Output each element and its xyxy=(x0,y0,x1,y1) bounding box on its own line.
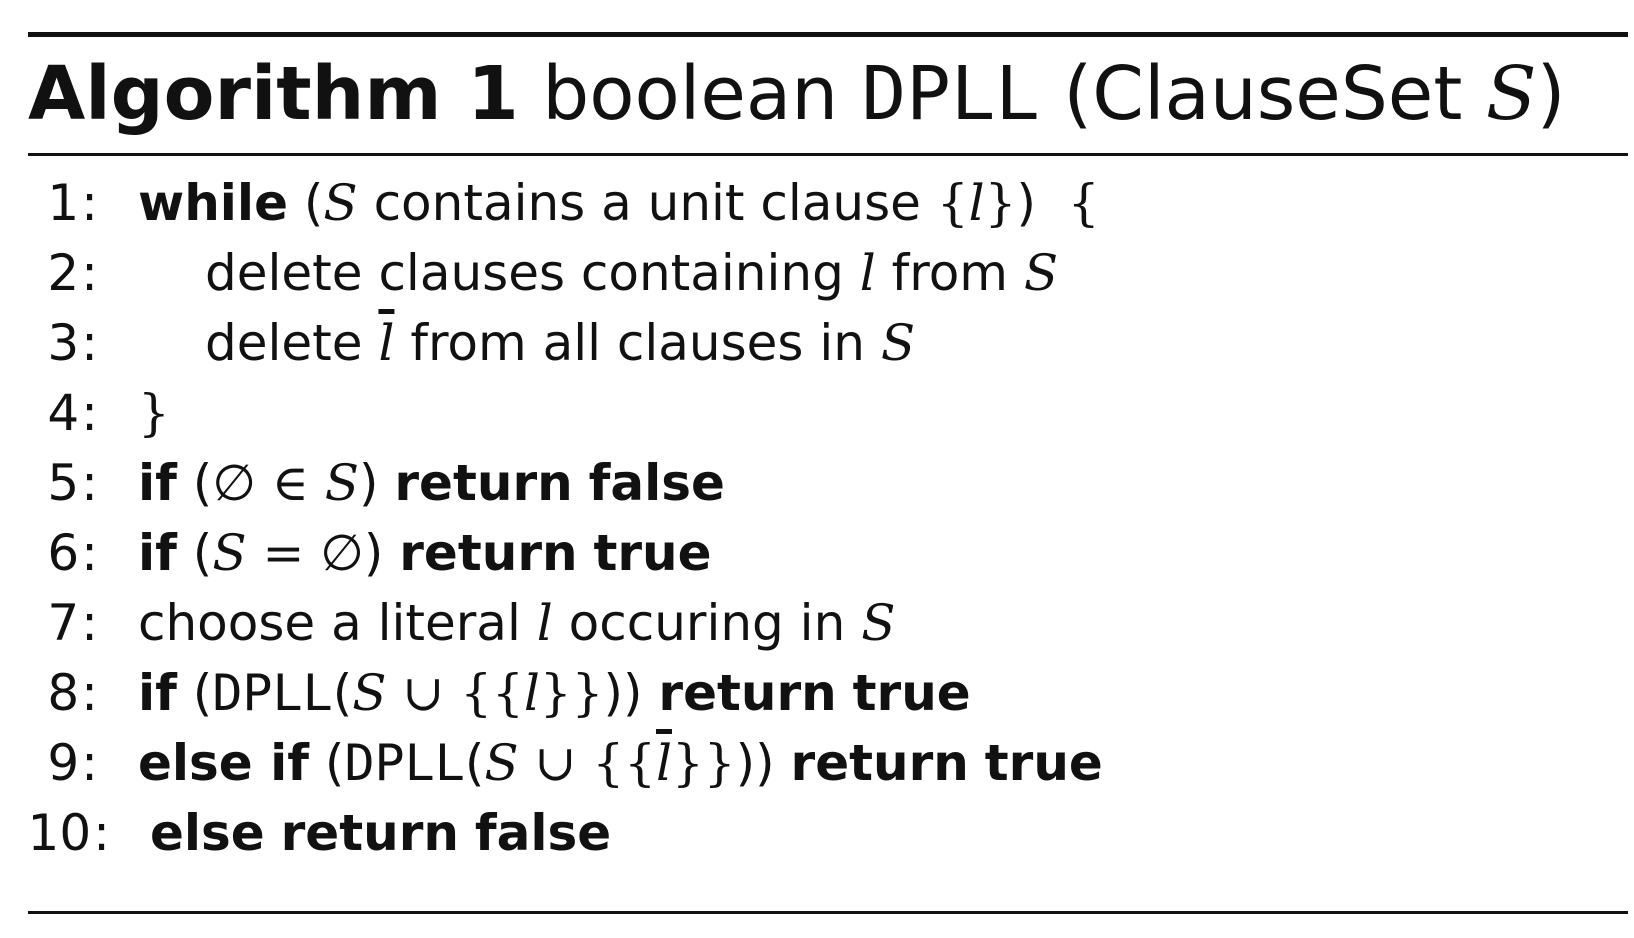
line-code: while (S contains a unit clause {l}) { xyxy=(138,174,1100,232)
algorithm-line: 3: delete l from all clauses in S xyxy=(0,307,1634,379)
line-number: 2: xyxy=(47,244,98,302)
line-number: 6: xyxy=(47,524,98,582)
algorithm-line: 4: } xyxy=(0,377,1634,449)
line-code: delete l from all clauses in S xyxy=(205,314,916,372)
line-code: else return false xyxy=(150,804,612,862)
algorithm-line: 5: if (∅ ∈ S) return false xyxy=(0,447,1634,519)
return-type: boolean xyxy=(542,51,839,137)
line-code: delete clauses containing l from S xyxy=(205,244,1059,302)
algorithm-line: 7: choose a literal l occuring in S xyxy=(0,587,1634,659)
algorithm-line: 8: if (DPLL(S ∪ {{l}})) return true xyxy=(0,657,1634,729)
line-number: 10: xyxy=(27,804,110,862)
top-rule xyxy=(28,32,1628,37)
param-name: S xyxy=(1485,51,1537,137)
algorithm-line: 10: else return false xyxy=(0,797,1634,869)
algorithm-caption: Algorithm 1 boolean DPLL (ClauseSet S) xyxy=(28,51,1566,137)
function-name: DPLL xyxy=(861,51,1040,137)
line-code: else if (DPLL(S ∪ {{l}})) return true xyxy=(138,734,1103,792)
line-code: if (DPLL(S ∪ {{l}})) return true xyxy=(138,664,971,722)
line-number: 9: xyxy=(47,734,98,792)
line-code: if (∅ ∈ S) return false xyxy=(138,454,725,512)
line-number: 7: xyxy=(47,594,98,652)
line-number: 5: xyxy=(47,454,98,512)
bottom-rule xyxy=(28,911,1628,914)
algorithm-line: 6: if (S = ∅) return true xyxy=(0,517,1634,589)
line-code: if (S = ∅) return true xyxy=(138,524,712,582)
line-number: 4: xyxy=(47,384,98,442)
param-type: ClauseSet xyxy=(1092,51,1463,137)
line-code: } xyxy=(138,384,170,442)
line-number: 3: xyxy=(47,314,98,372)
header-rule xyxy=(28,153,1628,156)
algorithm-line: 9: else if (DPLL(S ∪ {{l}})) return true xyxy=(0,727,1634,799)
line-number: 8: xyxy=(47,664,98,722)
algorithm-line: 1: while (S contains a unit clause {l}) … xyxy=(0,167,1634,239)
algorithm-line: 2: delete clauses containing l from S xyxy=(0,237,1634,309)
line-code: choose a literal l occuring in S xyxy=(138,594,896,652)
algorithm-label: Algorithm 1 xyxy=(28,51,519,137)
line-number: 1: xyxy=(47,174,98,232)
